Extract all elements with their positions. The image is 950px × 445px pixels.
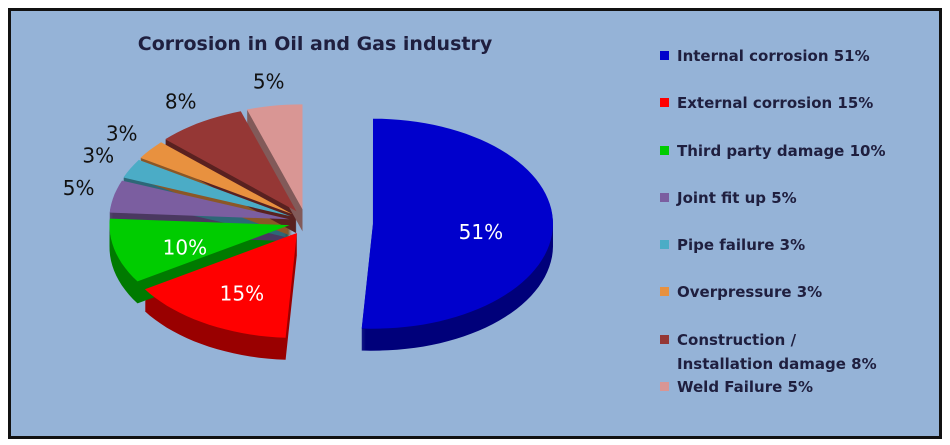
data-label: 3% <box>82 143 114 167</box>
slice <box>123 159 291 217</box>
legend-swatch <box>660 287 669 297</box>
legend-label: Joint fit up 5% <box>677 188 797 207</box>
legend-label: External corrosion 15% <box>677 94 874 113</box>
legend-swatch <box>660 382 669 392</box>
legend-swatch <box>660 98 669 108</box>
legend-item: Pipe failure 3% <box>660 233 900 280</box>
legend-item: Construction / Installation damage 8% <box>660 328 900 375</box>
data-label: 5% <box>253 69 285 93</box>
slice <box>144 233 297 338</box>
data-label: 10% <box>163 235 207 259</box>
legend-swatch <box>660 51 669 60</box>
legend-swatch <box>660 334 669 344</box>
slice <box>165 111 297 212</box>
data-label: 15% <box>220 282 264 306</box>
slice <box>140 142 293 215</box>
legend-label: Pipe failure 3% <box>677 236 806 255</box>
legend-item: Weld Failure 5% <box>660 375 900 422</box>
legend-label: Construction / Installation damage 8% <box>677 330 877 373</box>
data-label: 3% <box>106 121 138 145</box>
legend-item: Internal corrosion 51% <box>660 44 900 91</box>
legend-item: Joint fit up 5% <box>660 186 900 233</box>
legend-label: Overpressure 3% <box>677 283 823 302</box>
legend-swatch <box>660 192 669 202</box>
legend-label: Weld Failure 5% <box>677 378 813 397</box>
chart-title: Corrosion in Oil and Gas industry <box>138 33 493 55</box>
data-label: 5% <box>63 176 95 200</box>
legend-label: Third party damage 10% <box>677 141 886 160</box>
legend-item: External corrosion 15% <box>660 91 900 138</box>
legend-swatch <box>660 240 669 250</box>
slice <box>109 218 290 282</box>
legend-item: Overpressure 3% <box>660 280 900 327</box>
legend-item: Third party damage 10% <box>660 139 900 186</box>
data-label: 8% <box>165 89 197 113</box>
slice <box>361 118 553 329</box>
legend-swatch <box>660 145 669 155</box>
slice <box>109 180 290 220</box>
legend-label: Internal corrosion 51% <box>677 47 870 65</box>
legend: Internal corrosion 51% External corrosion… <box>660 44 900 422</box>
slice <box>246 104 303 210</box>
data-label: 51% <box>459 220 503 244</box>
slice-tops <box>109 104 553 338</box>
